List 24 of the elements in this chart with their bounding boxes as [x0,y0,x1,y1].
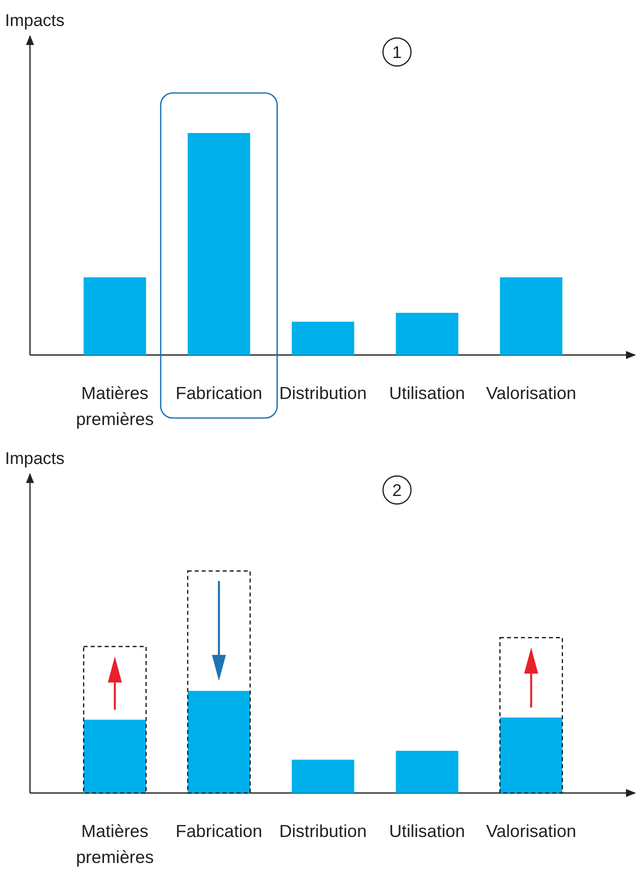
bar [396,312,458,355]
x-tick-label: Distribution [279,821,367,841]
chart-title: 2 [392,481,402,500]
bar [84,720,146,793]
x-tick-label: Matières premières [76,383,154,429]
bar [396,750,458,793]
bar [84,277,146,355]
x-tick-label: Matières premières [76,821,154,867]
x-tick-label: Valorisation [486,383,576,403]
bar [500,277,562,355]
chart-title: 1 [392,43,402,62]
x-tick-label: Distribution [279,383,367,403]
y-axis-title: Impacts [5,449,65,468]
bar [500,718,562,793]
bar [292,760,354,793]
x-tick-label: Fabrication [176,383,262,403]
x-tick-label: Utilisation [389,383,466,403]
x-tick-label: Utilisation [389,821,466,841]
y-axis-title: Impacts [5,11,65,30]
bar [188,690,250,793]
x-tick-label: Valorisation [486,821,576,841]
bar [188,133,250,355]
x-tick-label: Fabrication [176,821,262,841]
bar [292,322,354,355]
